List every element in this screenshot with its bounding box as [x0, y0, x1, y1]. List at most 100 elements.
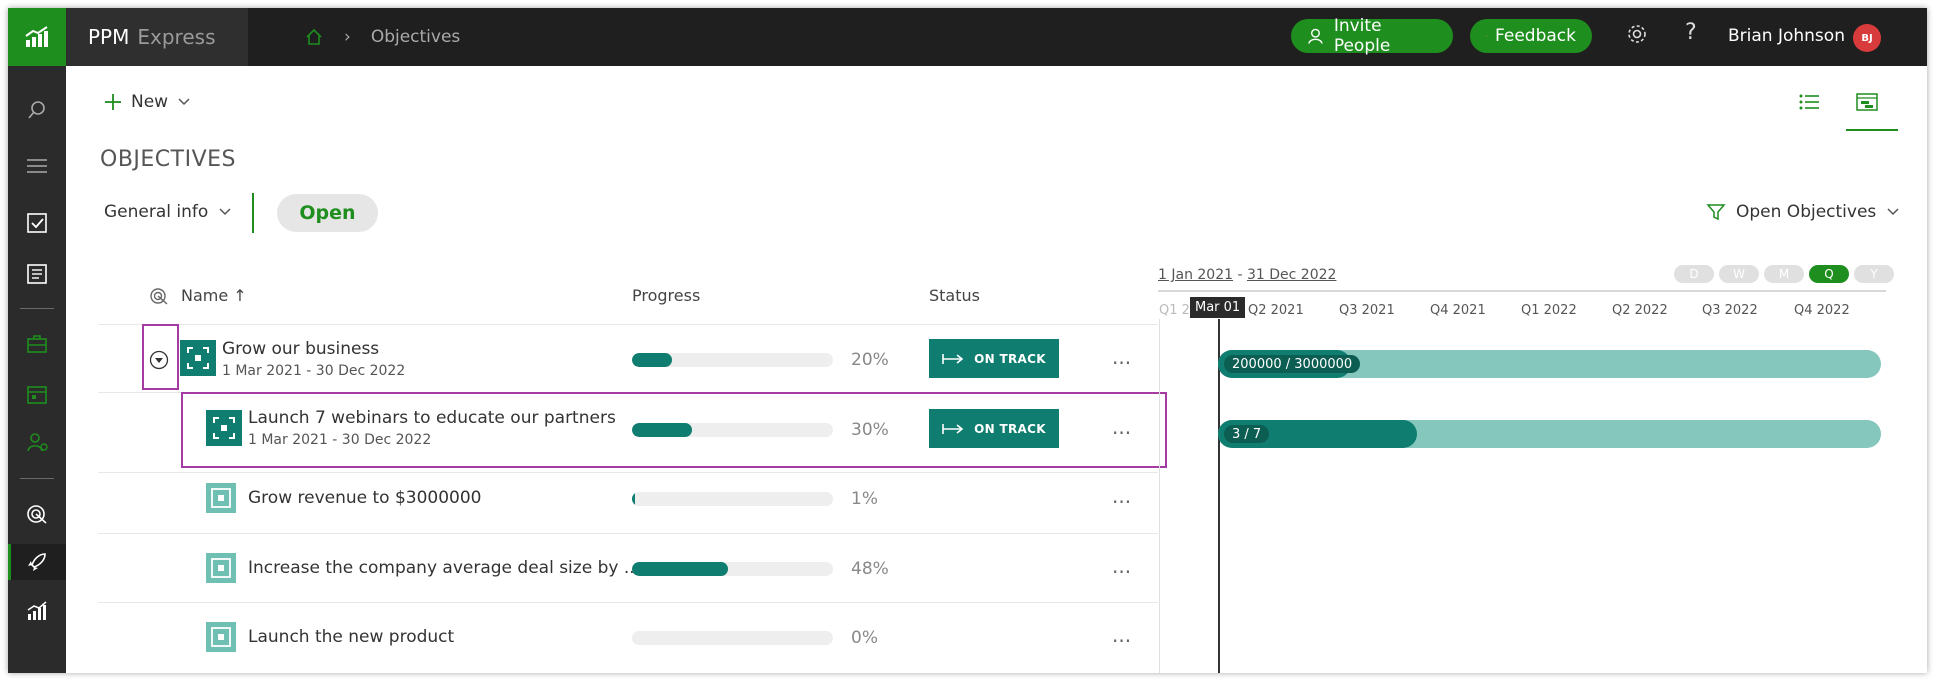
row-name[interactable]: Increase the company average deal size b… [248, 558, 641, 578]
calendar-icon[interactable] [25, 382, 49, 406]
progress-column-header[interactable]: Progress [632, 286, 701, 305]
name-column-header[interactable]: Name ↑ [181, 286, 247, 305]
progress-percent: 30% [851, 420, 889, 440]
gantt-view-icon[interactable] [1856, 92, 1878, 112]
name-header-label: Name [181, 286, 229, 305]
gear-icon[interactable] [1625, 22, 1649, 46]
menu-icon[interactable] [25, 154, 49, 178]
avatar[interactable]: BJ [1853, 24, 1881, 52]
search-icon[interactable] [25, 98, 49, 122]
feedback-label: Feedback [1495, 26, 1576, 46]
zoom-button[interactable]: Y [1854, 265, 1894, 283]
row-name[interactable]: Grow our business [222, 339, 380, 359]
app-window: PPM Express › Objectives Invite People F… [8, 8, 1927, 673]
quarter-label: Q2 2022 [1612, 303, 1668, 318]
zoom-button[interactable]: W [1719, 265, 1759, 283]
chevron-down-icon [219, 208, 231, 216]
row-divider [98, 533, 1158, 534]
zoom-button[interactable]: Q [1809, 265, 1849, 283]
progress-fill [632, 562, 729, 576]
progress-bar [632, 353, 833, 367]
rocket-icon[interactable] [25, 550, 49, 574]
row-name[interactable]: Launch the new product [248, 627, 455, 647]
zoom-button[interactable]: M [1764, 265, 1804, 283]
gantt-range-end[interactable]: 31 Dec 2022 [1246, 267, 1337, 283]
filter-dropdown[interactable]: Open Objectives [1706, 202, 1900, 222]
progress-bar [632, 423, 833, 437]
objectives-target-icon[interactable] [25, 502, 49, 526]
collapse-toggle-icon[interactable] [149, 350, 169, 370]
document-icon[interactable] [25, 262, 49, 286]
objectives-target-icon[interactable] [148, 285, 170, 307]
home-icon[interactable] [304, 27, 324, 47]
reports-chart-icon[interactable] [25, 599, 49, 623]
chevron-down-icon [178, 98, 190, 106]
quarter-label: Q1 2022 [1521, 303, 1577, 318]
sidebar-divider [20, 308, 54, 309]
plus-icon [105, 94, 121, 110]
quarter-label: Q3 2022 [1702, 303, 1758, 318]
row-dates: 1 Mar 2021 - 30 Dec 2022 [222, 363, 406, 379]
status-column-header[interactable]: Status [929, 286, 980, 305]
quarter-label: Q4 2022 [1794, 303, 1850, 318]
progress-bar [632, 562, 833, 576]
gantt-start-line [1159, 319, 1160, 673]
top-bar: PPM Express › Objectives Invite People F… [8, 8, 1927, 66]
tab-open[interactable]: Open [277, 194, 378, 232]
gantt-date-range: 1 Jan 2021 - 31 Dec 2022 [1158, 267, 1336, 283]
quarter-label: Q1 20 [1159, 303, 1199, 318]
row-divider [98, 472, 1158, 473]
app-logo[interactable] [8, 8, 66, 66]
objective-icon [180, 340, 216, 376]
row-name[interactable]: Launch 7 webinars to educate our partner… [248, 408, 616, 428]
feedback-button[interactable]: Feedback [1470, 19, 1592, 53]
invite-people-label: Invite People [1333, 16, 1391, 56]
objective-icon [206, 410, 242, 446]
filter-label: Open Objectives [1736, 202, 1877, 222]
page-title: OBJECTIVES [100, 147, 237, 172]
gantt-bar-label: 3 / 7 [1224, 425, 1270, 443]
today-marker-label: Mar 01 [1190, 297, 1246, 318]
list-view-icon[interactable] [1798, 92, 1820, 112]
more-options-icon[interactable]: ··· [1112, 629, 1132, 653]
gantt-range-separator: - [1233, 267, 1247, 283]
sidebar [8, 66, 66, 673]
zoom-button[interactable]: D [1674, 265, 1714, 283]
key-result-target-icon [211, 488, 231, 508]
status-badge[interactable]: ON TRACK [929, 339, 1059, 378]
gantt-range-start[interactable]: 1 Jan 2021 [1158, 267, 1234, 283]
key-result-target-icon [211, 627, 231, 647]
progress-percent: 48% [851, 559, 889, 579]
breadcrumb: › Objectives [304, 8, 460, 66]
highlight-box [142, 324, 179, 390]
quarter-label: Q2 2021 [1248, 303, 1304, 318]
gantt-axis [1158, 290, 1886, 292]
view-selector[interactable]: General info [104, 202, 232, 222]
gantt-bar[interactable]: 200000 / 3000000 [1218, 350, 1881, 378]
breadcrumb-current: Objectives [370, 27, 461, 47]
key-result-target-icon [211, 558, 231, 578]
new-button[interactable]: New [104, 92, 191, 112]
view-selector-label: General info [104, 202, 209, 222]
resource-person-icon[interactable] [25, 430, 49, 454]
help-button[interactable]: ? [1685, 20, 1697, 45]
more-options-icon[interactable]: ··· [1112, 490, 1132, 514]
more-options-icon[interactable]: ··· [1112, 351, 1132, 375]
status-badge[interactable]: ON TRACK [929, 409, 1059, 448]
active-view-indicator [1846, 129, 1898, 131]
row-dates: 1 Mar 2021 - 30 Dec 2022 [248, 432, 432, 448]
toolbar-divider [252, 193, 254, 233]
checkbox-icon[interactable] [25, 211, 49, 235]
row-divider [98, 602, 1158, 603]
filter-icon [1706, 204, 1726, 221]
row-name[interactable]: Grow revenue to $3000000 [248, 488, 482, 508]
more-options-icon[interactable]: ··· [1112, 560, 1132, 584]
user-name[interactable]: Brian Johnson [1728, 26, 1845, 46]
key-result-icon [206, 553, 236, 583]
product-name: PPM Express [66, 8, 248, 66]
gantt-bar[interactable]: 3 / 7 [1218, 420, 1881, 448]
briefcase-icon[interactable] [25, 332, 49, 356]
chart-logo-icon [25, 26, 48, 47]
invite-people-button[interactable]: Invite People [1291, 16, 1453, 56]
status-label: ON TRACK [974, 351, 1046, 366]
